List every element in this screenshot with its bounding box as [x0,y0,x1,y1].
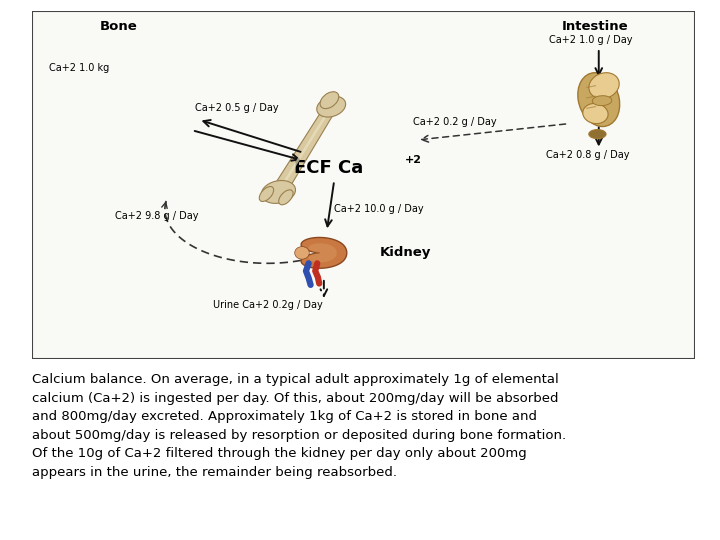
Text: Bone: Bone [99,20,138,33]
Ellipse shape [294,247,310,259]
Text: Ca+2 0.5 g / Day: Ca+2 0.5 g / Day [194,103,279,113]
Ellipse shape [589,73,619,99]
Text: Kidney: Kidney [380,246,431,259]
Text: ECF Ca: ECF Ca [294,159,364,177]
Text: Ca+2 0.2 g / Day: Ca+2 0.2 g / Day [413,117,497,127]
Text: Ca+2 9.8 g / Day: Ca+2 9.8 g / Day [115,211,199,221]
Text: Ca+2 1.0 g / Day: Ca+2 1.0 g / Day [549,36,633,45]
Ellipse shape [582,104,608,124]
Ellipse shape [261,180,295,204]
Text: Intestine: Intestine [562,20,629,33]
Text: +2: +2 [405,155,422,165]
Polygon shape [282,114,328,185]
Text: Ca+2 1.0 kg: Ca+2 1.0 kg [49,63,109,73]
Polygon shape [308,244,337,262]
Ellipse shape [578,73,620,126]
Ellipse shape [317,96,346,117]
Text: Ca+2 10.0 g / Day: Ca+2 10.0 g / Day [334,204,423,214]
Text: Calcium balance. On average, in a typical adult approximately 1g of elemental
ca: Calcium balance. On average, in a typica… [32,373,567,479]
FancyBboxPatch shape [32,11,695,359]
Circle shape [589,130,606,139]
Text: Ca+2 0.8 g / Day: Ca+2 0.8 g / Day [546,150,629,160]
Ellipse shape [259,186,274,201]
Ellipse shape [593,96,612,106]
Polygon shape [273,109,335,190]
Text: Urine Ca+2 0.2g / Day: Urine Ca+2 0.2g / Day [212,300,323,310]
Ellipse shape [320,92,339,109]
Polygon shape [301,238,347,268]
Ellipse shape [279,190,293,205]
